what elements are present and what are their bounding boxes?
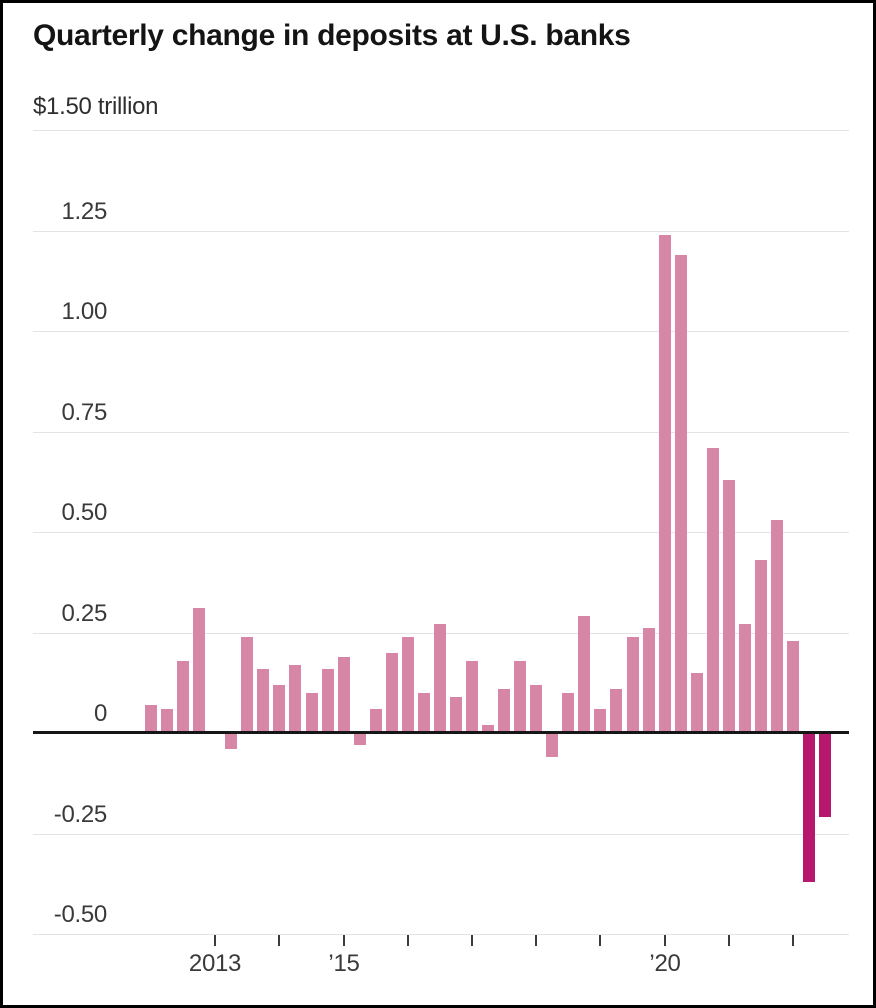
x-axis-year-label-2015: ’15	[328, 950, 360, 977]
bar-2021-q4	[771, 520, 783, 731]
x-axis-year-label-2013: 2013	[188, 950, 242, 977]
x-axis-tick-2018	[535, 935, 537, 946]
y-axis-tick-label: 1.25	[61, 198, 107, 225]
bar-2012-q3	[177, 661, 189, 731]
bar-2020-q2	[675, 255, 687, 731]
bar-2012-q1	[145, 705, 157, 731]
bar-2013-q4	[257, 669, 269, 731]
bar-2014-q1	[273, 685, 285, 731]
bar-2014-q4	[322, 669, 334, 731]
bar-2018-q2	[546, 734, 558, 757]
x-axis-year-label-2020: ’20	[649, 950, 681, 977]
bar-2018-q4	[578, 616, 590, 731]
y-axis-tick-label: 0.75	[61, 399, 107, 426]
bar-2017-q1	[466, 661, 478, 731]
x-axis-tick-2015	[343, 935, 345, 946]
gridline--0.50	[33, 934, 849, 935]
bar-2017-q3	[498, 689, 510, 731]
y-axis-tick-label: 1.00	[61, 298, 107, 325]
x-axis-tick-2017	[471, 935, 473, 946]
bar-2015-q1	[338, 657, 350, 731]
chart-title: Quarterly change in deposits at U.S. ban…	[33, 19, 631, 52]
gridline-0.50	[33, 532, 849, 533]
x-axis-tick-2021	[728, 935, 730, 946]
bar-2018-q1	[530, 685, 542, 731]
gridline-1-50	[33, 130, 849, 131]
bar-2019-q1	[594, 709, 606, 731]
bar-2019-q4	[643, 628, 655, 731]
x-axis-tick-2014	[278, 935, 280, 946]
x-axis-tick-2020	[664, 935, 666, 946]
x-axis-tick-2013	[214, 935, 216, 946]
x-axis-tick-2019	[599, 935, 601, 946]
zero-baseline	[33, 731, 849, 734]
bar-2020-q4	[707, 448, 719, 731]
bar-2014-q2	[289, 665, 301, 731]
bar-2020-q1	[659, 235, 671, 731]
bar-2022-q3	[819, 734, 831, 817]
bar-2015-q3	[370, 709, 382, 731]
bar-2014-q3	[306, 693, 318, 731]
y-axis-tick-label: 0.25	[61, 600, 107, 627]
bar-2016-q3	[434, 624, 446, 731]
bar-2015-q2	[354, 734, 366, 745]
y-axis-tick-label: -0.50	[53, 901, 108, 928]
gridline-1.25	[33, 231, 849, 232]
y-axis-unit-label: $1.50 trillion	[33, 93, 159, 120]
x-axis-tick-2022	[792, 935, 794, 946]
bar-2020-q3	[691, 673, 703, 731]
bar-2012-q4	[193, 608, 205, 731]
bar-2021-q1	[723, 480, 735, 731]
bar-2015-q4	[386, 653, 398, 731]
bar-2012-q2	[161, 709, 173, 731]
bar-2016-q2	[418, 693, 430, 731]
bar-2021-q2	[739, 624, 751, 731]
bar-2021-q3	[755, 560, 767, 731]
x-axis-tick-2016	[407, 935, 409, 946]
bar-2022-q2	[803, 734, 815, 882]
bar-2013-q3	[241, 637, 253, 731]
bar-2016-q4	[450, 697, 462, 731]
bar-2022-q1	[787, 641, 799, 731]
y-axis-tick-label: 0	[93, 700, 107, 727]
bar-2019-q2	[610, 689, 622, 731]
bar-2017-q2	[482, 725, 494, 731]
bar-2017-q4	[514, 661, 526, 731]
bar-2016-q1	[402, 637, 414, 731]
y-axis-tick-label: 0.50	[61, 499, 107, 526]
gridline-1.00	[33, 331, 849, 332]
gridline-0.75	[33, 432, 849, 433]
y-axis-tick-label: -0.25	[53, 801, 108, 828]
gridline--0.25	[33, 834, 849, 835]
bar-2019-q3	[627, 637, 639, 731]
bar-2018-q3	[562, 693, 574, 731]
bar-2013-q2	[225, 734, 237, 749]
